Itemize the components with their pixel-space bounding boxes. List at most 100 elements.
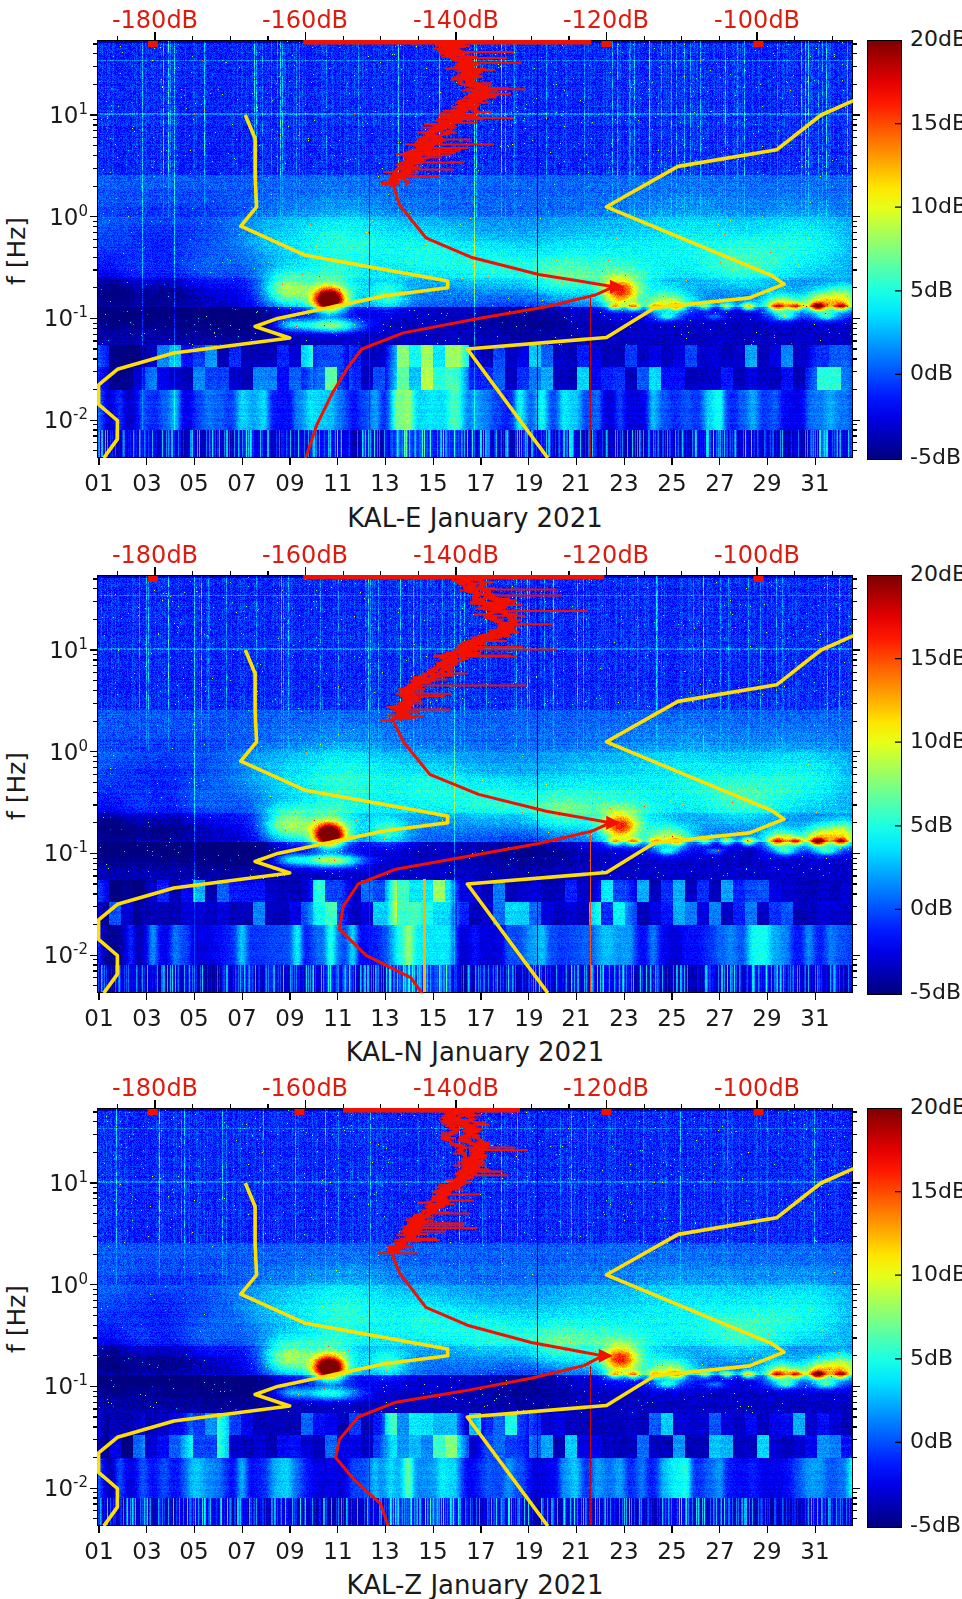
x-tick-label: 27	[696, 1005, 744, 1031]
colorbar-tick-label: 10dB	[910, 1261, 962, 1286]
x-tick-label: 29	[743, 1538, 791, 1564]
panel-title-kal-z: KAL-Z January 2021	[225, 1570, 725, 1599]
colorbar-tick-label: 5dB	[910, 812, 962, 837]
x-tick-label: 19	[505, 1005, 553, 1031]
y-tick-label: 10-2	[18, 1473, 88, 1501]
x-tick-label: 09	[266, 1005, 314, 1031]
colorbar-ticks	[867, 1108, 907, 1526]
x-tick-label: 19	[505, 1538, 553, 1564]
colorbar-tick-label: 10dB	[910, 193, 962, 218]
x-tick-label: 17	[457, 470, 505, 496]
colorbar-tick-label: -5dB	[910, 444, 962, 469]
colorbar-tick-label: 0dB	[910, 1428, 962, 1453]
nhnm-curve	[467, 635, 855, 993]
x-tick-label: 13	[361, 1538, 409, 1564]
red-topline	[303, 40, 591, 45]
nhnm-curve	[467, 1168, 855, 1526]
x-tick-label: 23	[600, 1538, 648, 1564]
x-tick-label: 07	[218, 470, 266, 496]
x-tick-label: 31	[791, 1005, 839, 1031]
nlnm-curve	[99, 115, 448, 458]
top-db-tick-label: -120dB	[551, 541, 661, 569]
top-db-tick-label: -120dB	[551, 1074, 661, 1102]
red-peak-arrow	[599, 1349, 613, 1363]
x-tick-label: 01	[75, 470, 123, 496]
x-tick-label: 17	[457, 1005, 505, 1031]
panel-title-kal-e: KAL-E January 2021	[225, 503, 725, 533]
red-top-marker	[753, 1109, 763, 1115]
colorbar-tick-label: 20dB	[910, 561, 962, 586]
red-top-marker	[294, 1109, 304, 1115]
x-tick-label: 09	[266, 1538, 314, 1564]
colorbar-tick-label: 5dB	[910, 1345, 962, 1370]
x-tick-label: 17	[457, 1538, 505, 1564]
red-top-marker	[601, 41, 611, 47]
x-tick-label: 23	[600, 1005, 648, 1031]
colorbar-ticks	[867, 40, 907, 458]
top-db-tick-label: -160dB	[250, 6, 360, 34]
x-tick-label: 03	[123, 1005, 171, 1031]
x-tick-label: 01	[75, 1005, 123, 1031]
y-tick-label: 100	[18, 202, 88, 230]
top-db-tick-label: -100dB	[702, 1074, 812, 1102]
x-tick-label: 05	[170, 1005, 218, 1031]
figure: KAL-E January 2021 KAL-N January 2021 KA…	[0, 0, 962, 1599]
nlnm-curve	[99, 1183, 448, 1526]
y-tick-label: 101	[18, 635, 88, 663]
x-tick-label: 21	[552, 1538, 600, 1564]
top-db-tick-label: -100dB	[702, 541, 812, 569]
colorbar-tick-label: 20dB	[910, 1094, 962, 1119]
nlnm-curve	[99, 650, 448, 993]
red-mode-curve	[336, 1254, 603, 1526]
x-tick-label: 21	[552, 1005, 600, 1031]
y-tick-label: 100	[18, 737, 88, 765]
colorbar-tick-label: -5dB	[910, 979, 962, 1004]
colorbar-tick-label: -5dB	[910, 1512, 962, 1537]
x-tick-label: 29	[743, 1005, 791, 1031]
y-tick-label: 10-1	[18, 1371, 88, 1399]
x-tick-label: 15	[409, 1538, 457, 1564]
x-tick-label: 01	[75, 1538, 123, 1564]
red-top-marker	[148, 576, 158, 582]
x-tick-label: 15	[409, 1005, 457, 1031]
x-tick-label: 03	[123, 470, 171, 496]
red-mode-curve	[306, 186, 615, 458]
panel-title-kal-n: KAL-N January 2021	[225, 1037, 725, 1067]
x-tick-label: 25	[648, 1005, 696, 1031]
x-tick-label: 31	[791, 470, 839, 496]
colorbar-tick-label: 15dB	[910, 645, 962, 670]
x-tick-label: 13	[361, 1005, 409, 1031]
red-top-marker	[601, 1109, 611, 1115]
x-tick-label: 05	[170, 470, 218, 496]
colorbar-tick-label: 20dB	[910, 26, 962, 51]
top-db-tick-label: -180dB	[100, 1074, 210, 1102]
colorbar-tick-label: 10dB	[910, 728, 962, 753]
x-tick-label: 21	[552, 470, 600, 496]
red-top-marker	[753, 41, 763, 47]
colorbar-tick-label: 15dB	[910, 110, 962, 135]
y-tick-label: 10-2	[18, 405, 88, 433]
x-tick-label: 03	[123, 1538, 171, 1564]
axes-overlay-kal-z	[77, 1096, 877, 1540]
x-tick-label: 07	[218, 1538, 266, 1564]
nhnm-curve	[467, 100, 855, 458]
y-tick-label: 101	[18, 1168, 88, 1196]
colorbar-tick-label: 0dB	[910, 360, 962, 385]
red-top-marker	[753, 576, 763, 582]
y-tick-label: 10-1	[18, 838, 88, 866]
x-tick-label: 11	[314, 470, 362, 496]
x-tick-label: 25	[648, 1538, 696, 1564]
x-tick-label: 27	[696, 1538, 744, 1564]
colorbar-ticks	[867, 575, 907, 993]
x-tick-label: 13	[361, 470, 409, 496]
axes-overlay-kal-e	[77, 28, 877, 472]
x-tick-label: 29	[743, 470, 791, 496]
top-db-tick-label: -140dB	[401, 1074, 511, 1102]
y-tick-label: 100	[18, 1270, 88, 1298]
top-db-tick-label: -100dB	[702, 6, 812, 34]
x-tick-label: 23	[600, 470, 648, 496]
red-peak-arrow	[610, 280, 624, 294]
red-top-marker	[148, 41, 158, 47]
x-tick-label: 31	[791, 1538, 839, 1564]
red-topline	[303, 575, 604, 580]
